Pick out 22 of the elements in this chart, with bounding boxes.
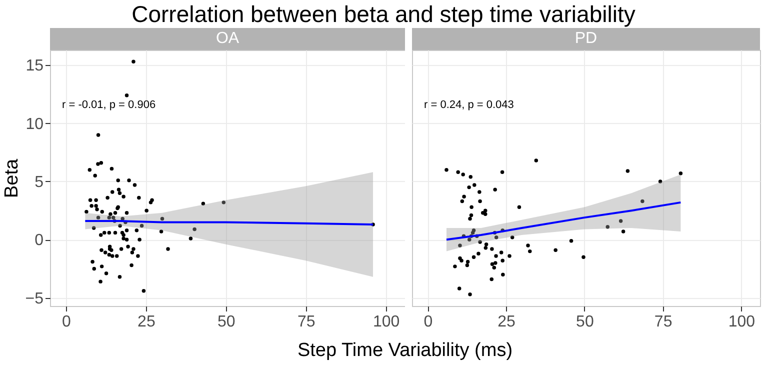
x-tick-label: 100 — [728, 314, 756, 330]
x-tick-label: 75 — [654, 314, 672, 330]
x-tick-label: 25 — [138, 314, 156, 330]
x-tick-label: 25 — [498, 314, 516, 330]
x-tick-label: 50 — [218, 314, 236, 330]
x-tick-label: 0 — [62, 314, 72, 330]
x-tick-label: 0 — [424, 314, 433, 330]
y-tick-label: 5 — [34, 174, 44, 191]
annotation: r = -0.01, p = 0.906 — [62, 99, 156, 111]
chart-subtitle: OA — [50, 28, 405, 50]
chart-title: Correlation between beta and step time variability — [130, 0, 636, 28]
y-tick-label: 15 — [26, 58, 44, 75]
y-tick-label: 0 — [34, 232, 44, 250]
y-axis-title: Beta — [1, 158, 22, 198]
x-axis-title: Step Time Variability (ms) — [296, 340, 514, 362]
annotation: r = 0.24, p = 0.043 — [424, 99, 514, 111]
x-tick-label: 75 — [297, 314, 316, 330]
chart-subtitle: PD — [412, 28, 760, 50]
x-tick-label: 50 — [576, 314, 594, 330]
y-tick-label: −5 — [25, 290, 44, 308]
y-tick-label: 10 — [26, 116, 44, 133]
x-tick-label: 100 — [372, 314, 400, 330]
